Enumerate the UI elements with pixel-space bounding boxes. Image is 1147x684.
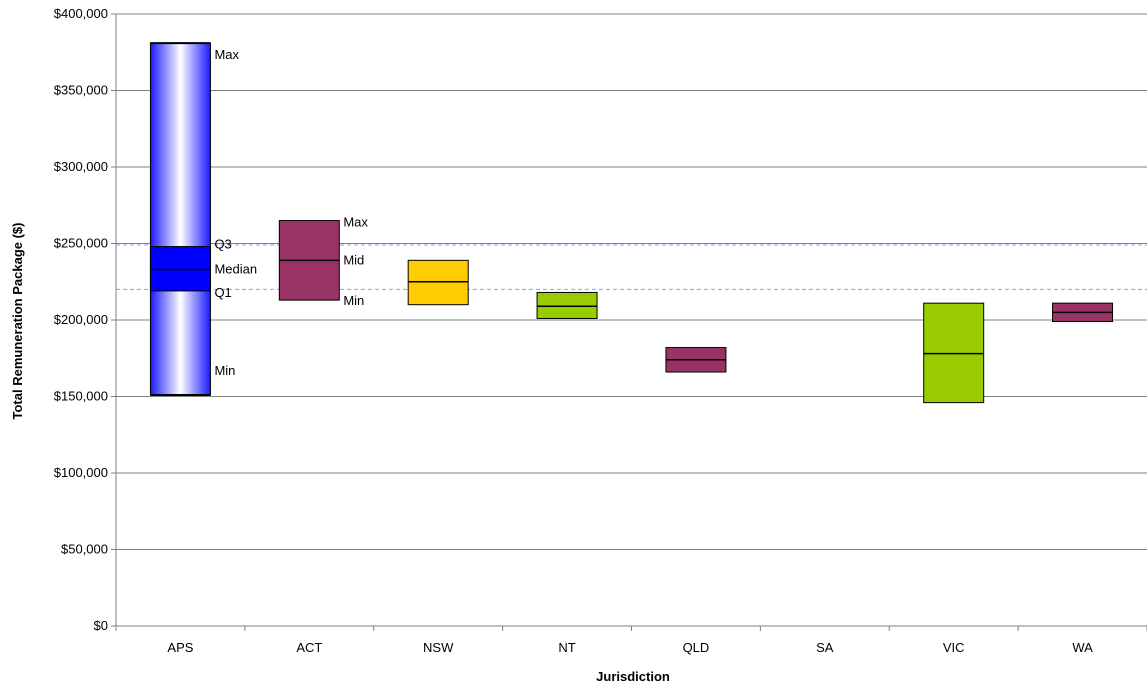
annotation-min: Min (343, 293, 364, 308)
y-tick-label: $150,000 (54, 389, 108, 404)
annotation-max: Max (343, 215, 368, 230)
x-axis-title: Jurisdiction (596, 669, 670, 684)
labels: $0 $50,000 $100,000 $150,000 $200,000 $250,00… (54, 6, 1093, 655)
x-tick-label: WA (1072, 640, 1093, 655)
x-tick-label: ACT (296, 640, 322, 655)
y-tick-label: $400,000 (54, 6, 108, 21)
y-tick-label: $50,000 (61, 542, 108, 557)
x-tick-label: SA (816, 640, 834, 655)
boxes (149, 42, 1114, 404)
axes (111, 13, 1147, 631)
y-tick-label: $0 (94, 618, 108, 633)
annotation-mid: Mid (343, 252, 364, 267)
range-box (536, 291, 598, 319)
interquartile-box (149, 246, 211, 292)
y-tick-label: $300,000 (54, 159, 108, 174)
annotation-median: Median (214, 262, 257, 277)
x-tick-label: VIC (943, 640, 965, 655)
x-tick-label: APS (167, 640, 193, 655)
annotation-q3: Q3 (214, 237, 231, 252)
y-tick-label: $250,000 (54, 236, 108, 251)
annotation-min: Min (214, 363, 235, 378)
y-tick-label: $350,000 (54, 83, 108, 98)
x-tick-label: NSW (423, 640, 454, 655)
x-tick-label: QLD (683, 640, 710, 655)
range-bar (149, 42, 211, 396)
x-tick-label: NT (558, 640, 575, 655)
annotation-max: Max (214, 47, 239, 62)
annotation-q1: Q1 (214, 285, 231, 300)
gridlines (116, 13, 1147, 550)
y-axis-title: Total Remuneration Package ($) (10, 223, 25, 420)
y-tick-label: $100,000 (54, 465, 108, 480)
y-tick-label: $200,000 (54, 312, 108, 327)
range-box (407, 259, 469, 306)
reference-lines (116, 244, 1147, 290)
range-box (923, 302, 985, 404)
